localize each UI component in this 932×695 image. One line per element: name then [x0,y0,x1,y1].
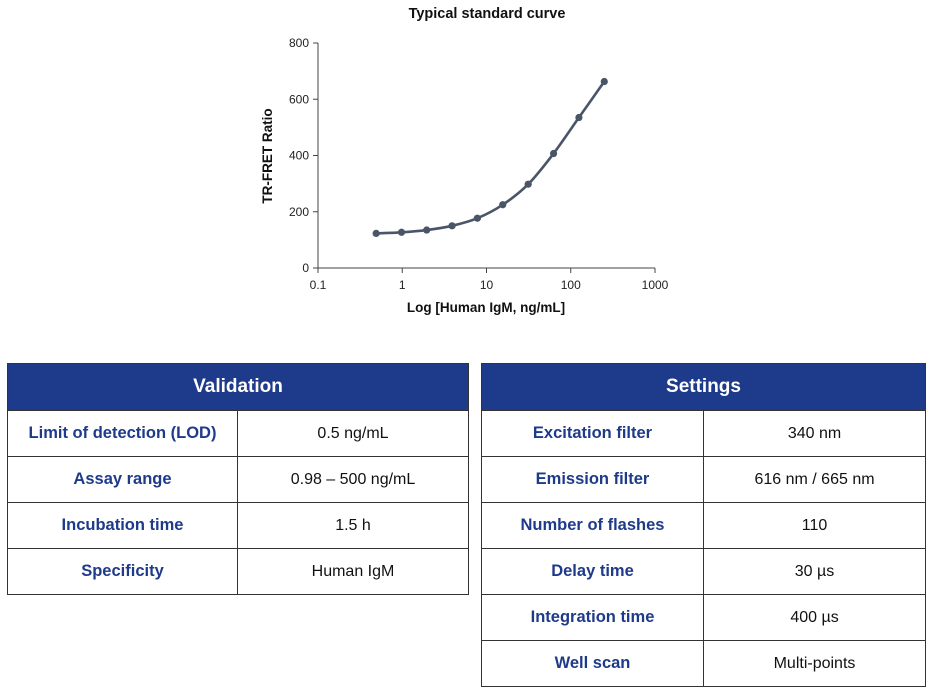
row-value: 30 µs [702,548,927,595]
row-value: Human IgM [237,548,469,595]
y-tick-label: 200 [289,205,309,219]
row-value: 0.5 ng/mL [237,410,469,457]
x-tick-label: 0.1 [310,278,327,292]
standard-curve-chart: Typical standard curve 0 200 400 600 800 0.1… [260,6,669,315]
row-label: Limit of detection (LOD) [7,410,238,457]
data-point [575,113,583,122]
y-tick-label: 400 [289,149,309,163]
row-label: Number of flashes [481,502,704,549]
validation-table: Validation Limit of detection (LOD) 0.5 … [7,363,469,595]
table-row: Incubation time 1.5 h [7,502,469,549]
table-row: Emission filter 616 nm / 665 nm [481,456,927,503]
y-tick-label: 0 [302,261,309,275]
row-label: Excitation filter [481,410,704,457]
x-tick-label: 100 [561,278,581,292]
x-axis-label: Log [Human IgM, ng/mL] [407,300,565,315]
row-label: Delay time [481,548,704,595]
row-label: Emission filter [481,456,704,503]
x-tick-label: 1000 [642,278,669,292]
x-tick-label: 1 [399,278,406,292]
data-point [499,201,507,209]
row-value: 1.5 h [237,502,469,549]
row-label: Incubation time [7,502,238,549]
table-row: Well scan Multi-points [481,640,927,687]
table-row: Assay range 0.98 – 500 ng/mL [7,456,469,503]
row-value: 0.98 – 500 ng/mL [237,456,469,503]
x-tick-label: 10 [480,278,494,292]
table-row: Integration time 400 µs [481,594,927,641]
data-point [448,222,456,230]
table-row: Number of flashes 110 [481,502,927,549]
y-tick-label: 800 [289,36,309,50]
row-value: Multi-points [702,640,927,687]
series-line [374,80,606,235]
row-value: 616 nm / 665 nm [702,456,927,503]
row-value: 400 µs [702,594,927,641]
data-point [423,226,431,234]
row-value: 340 nm [702,410,927,457]
table-row: Excitation filter 340 nm [481,410,927,457]
data-point [473,214,482,222]
settings-header: Settings [480,363,927,411]
chart-title: Typical standard curve [409,6,566,22]
settings-table: Settings Excitation filter 340 nm Emissi… [480,363,927,687]
row-label: Integration time [481,594,704,641]
y-tick-label: 600 [289,92,309,106]
data-point [524,180,532,188]
data-point [600,77,608,86]
row-label: Well scan [481,640,704,687]
validation-header: Validation [7,363,469,411]
data-point [549,149,558,158]
table-row: Delay time 30 µs [481,548,927,595]
y-axis-label: TR-FRET Ratio [260,108,275,203]
table-row: Limit of detection (LOD) 0.5 ng/mL [7,410,469,457]
table-row: Specificity Human IgM [7,548,469,595]
row-label: Specificity [7,548,238,595]
row-label: Assay range [7,456,238,503]
data-point [397,228,406,236]
data-point [372,229,380,238]
row-value: 110 [702,502,927,549]
